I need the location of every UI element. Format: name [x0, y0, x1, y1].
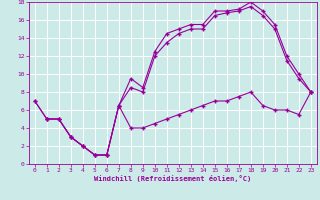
- X-axis label: Windchill (Refroidissement éolien,°C): Windchill (Refroidissement éolien,°C): [94, 175, 252, 182]
